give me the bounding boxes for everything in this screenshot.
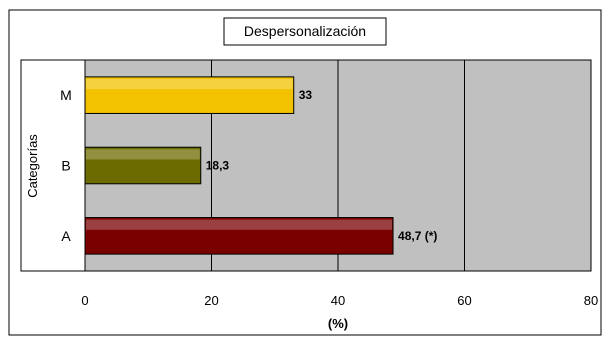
bar-highlight-A [86, 219, 393, 230]
category-label-M: M [60, 87, 72, 103]
x-tick-label: 80 [584, 293, 598, 308]
data-label-M: 33 [299, 88, 313, 102]
category-labels: A B M [60, 87, 72, 244]
x-tick-label: 60 [457, 293, 471, 308]
x-tick-labels: 0 20 40 60 80 [81, 293, 598, 308]
x-tick-label: 0 [81, 293, 88, 308]
x-tick-label: 40 [331, 293, 345, 308]
data-label-A: 48,7 (*) [398, 229, 437, 243]
chart-title: Despersonalización [244, 23, 366, 39]
data-label-B: 18,3 [206, 159, 230, 173]
bars [84, 76, 394, 255]
x-tick-label: 20 [204, 293, 218, 308]
bar-M [84, 76, 295, 114]
category-label-B: B [61, 158, 70, 174]
bar-highlight-B [86, 149, 200, 160]
title-box [223, 17, 387, 46]
bar-highlight-M [86, 78, 293, 90]
category-label-A: A [61, 228, 71, 244]
data-labels: 48,7 (*) 18,3 33 [206, 88, 438, 243]
x-axis-title: (%) [328, 316, 348, 331]
bar-A [84, 217, 394, 255]
bar-B [84, 146, 202, 185]
y-axis-title: Categorías [25, 134, 40, 198]
category-axis-panel [20, 59, 86, 272]
